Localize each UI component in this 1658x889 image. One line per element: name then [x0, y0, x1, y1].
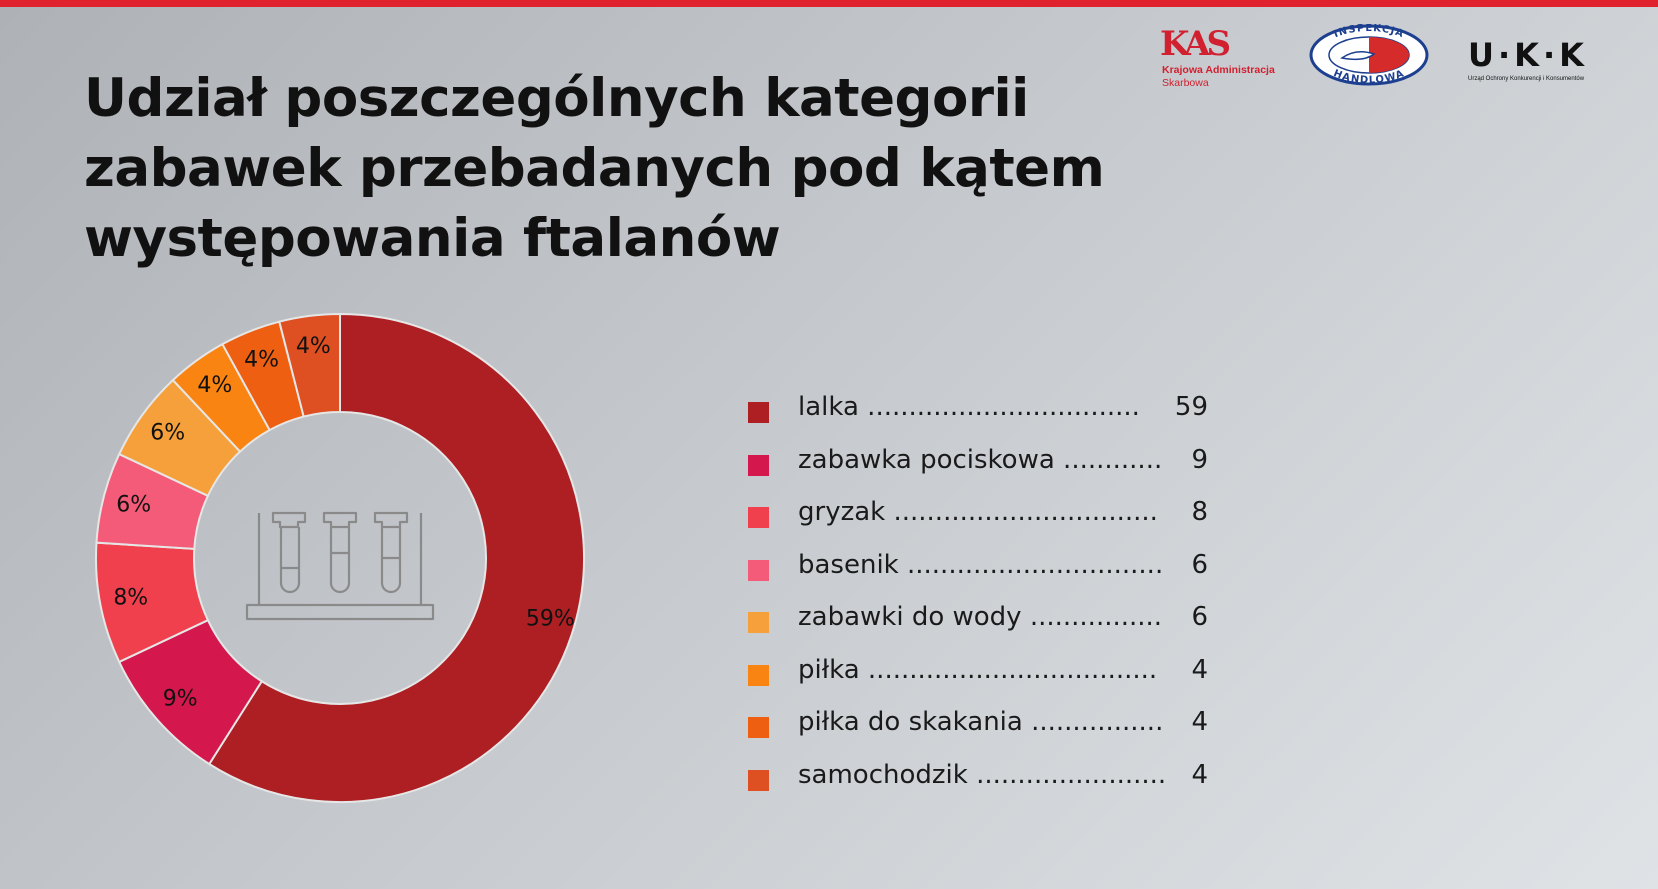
legend-swatch — [748, 402, 769, 423]
donut-slice-1 — [207, 312, 585, 803]
slice-label-8: 4% — [296, 334, 331, 359]
legend-item: lalka ................................. 5… — [748, 392, 1208, 445]
legend-swatch — [748, 507, 769, 528]
legend-item: piłka ..................................… — [748, 655, 1208, 708]
legend-label: gryzak ................................ — [798, 497, 1158, 527]
inspekcja-handlowa-logo: INSPEKCJA HANDLOWA — [1308, 23, 1430, 86]
slice-label-4: 6% — [116, 493, 151, 518]
legend-swatch — [748, 769, 769, 791]
legend-label: basenik ............................... — [798, 549, 1164, 580]
legend-item: gryzak ................................ 8 — [748, 497, 1208, 550]
kas-logo-mark: KAS — [1160, 24, 1231, 64]
slice-label-6: 4% — [197, 373, 232, 398]
page-title: Udział poszczególnych kategorii zabawek … — [84, 68, 1105, 269]
uokik-logo-subtitle: Urząd Ochrony Konkurencji i Konsumentów — [1468, 76, 1585, 82]
legend-label: zabawka pociskowa ............ — [798, 444, 1163, 475]
legend-item: samochodzik ....................... 4 — [748, 760, 1208, 813]
legend-item: zabawki do wody ................ 6 — [748, 602, 1208, 655]
legend-swatch — [748, 664, 769, 686]
uokik-logo-mark: U·K·K — [1468, 36, 1588, 74]
donut-chart: 59% 9% 8% 6% 6% 4% 4% 4% — [95, 312, 585, 803]
legend-value: 4 — [1191, 759, 1208, 790]
slice-label-7: 4% — [244, 347, 279, 372]
kas-logo: KAS Krajowa Administracja Skarbowa — [1160, 24, 1280, 89]
legend-swatch — [748, 559, 769, 581]
legend-item: zabawka pociskowa ............ 9 — [748, 445, 1208, 498]
legend-swatch — [748, 454, 769, 476]
uokik-logo: U·K·K Urząd Ochrony Konkurencji i Konsum… — [1468, 36, 1588, 86]
kas-logo-text-1: Krajowa Administracja — [1162, 64, 1275, 76]
top-accent-bar — [0, 0, 1658, 7]
legend-value: 9 — [1191, 444, 1208, 475]
legend-label: zabawki do wody ................ — [798, 602, 1163, 632]
legend-value: 6 — [1191, 549, 1208, 580]
legend-value: 6 — [1191, 602, 1208, 632]
slice-label-5: 6% — [150, 420, 185, 445]
test-tubes-rack-icon — [245, 511, 435, 621]
legend-swatch — [748, 612, 769, 633]
legend-item: piłka do skakania ................ 4 — [748, 707, 1208, 760]
legend-value: 59 — [1174, 392, 1208, 422]
legend-value: 4 — [1191, 707, 1208, 737]
donut-slice-8 — [278, 312, 341, 418]
slice-label-1: 59% — [526, 607, 575, 632]
legend-value: 8 — [1191, 497, 1208, 527]
legend-swatch — [748, 717, 769, 738]
legend-label: lalka ................................. — [798, 392, 1140, 422]
legend-label: piłka ..................................… — [798, 654, 1158, 685]
legend-value: 4 — [1191, 654, 1208, 685]
legend-label: piłka do skakania ................ — [798, 707, 1164, 737]
legend-item: basenik ............................... 6 — [748, 550, 1208, 603]
slice-label-2: 9% — [163, 686, 198, 711]
slice-label-3: 8% — [113, 585, 148, 610]
legend-label: samochodzik ....................... — [798, 759, 1167, 790]
chart-legend: lalka ................................. 5… — [748, 392, 1208, 812]
kas-logo-text-2: Skarbowa — [1162, 77, 1209, 89]
